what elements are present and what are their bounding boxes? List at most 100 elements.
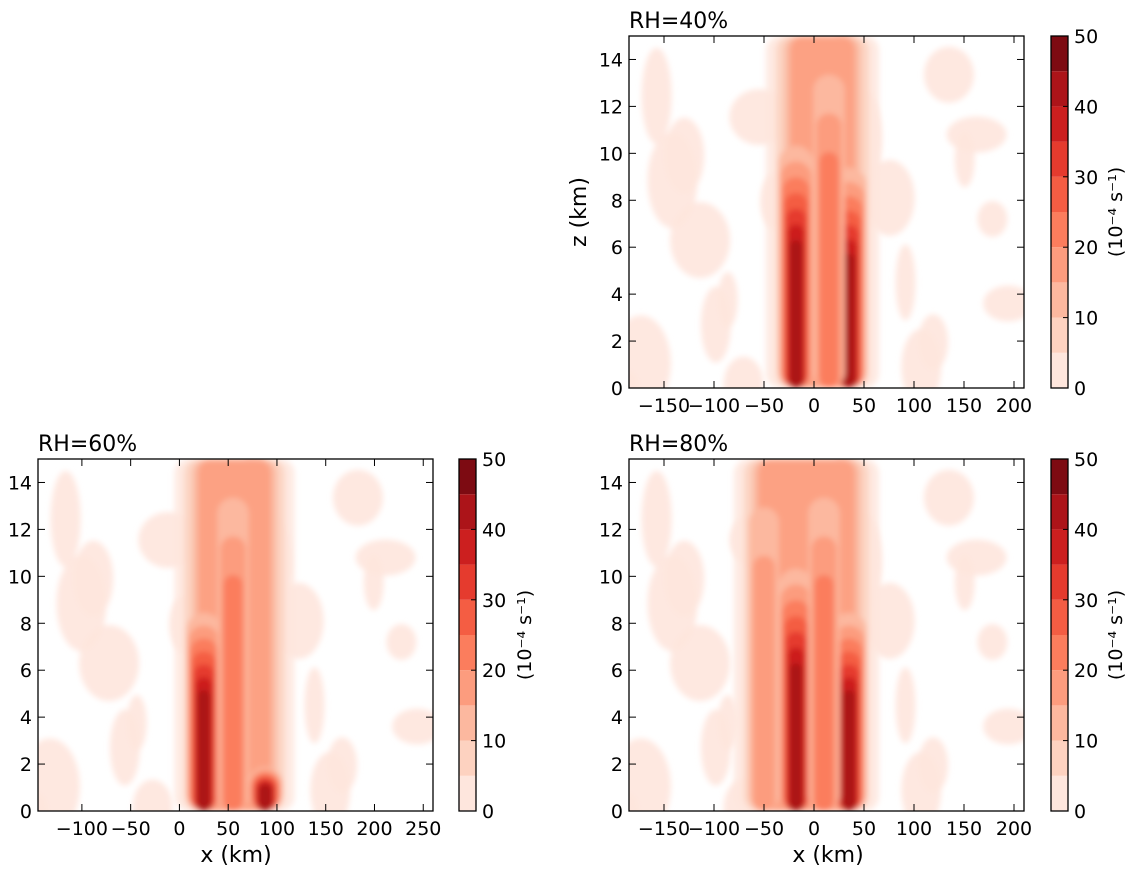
y-tick-label: 8 [20,613,32,635]
contour-patch [923,469,974,526]
colorbar-frame [1050,35,1069,389]
colorbar-swatch [1051,529,1068,565]
contour-patch [629,738,671,811]
x-tick-label: −50 [744,395,784,417]
x-tick-label: 150 [308,818,344,840]
y-tick-label: 2 [611,754,623,776]
colorbar-tick-label: 40 [482,519,506,541]
y-tick-label: 6 [611,237,623,259]
contour-plume [842,253,856,388]
y-tick-label: 10 [599,566,623,588]
y-tick-label: 12 [8,519,32,541]
contour-patch [946,116,1007,153]
colorbar-swatch [459,564,476,600]
x-tick-label: 100 [896,395,932,417]
y-tick-label: 0 [611,801,623,823]
contour-patch [38,738,80,811]
contour-patch [126,695,147,751]
x-tick-label: 200 [996,395,1032,417]
x-tick-label: 250 [405,818,441,840]
colorbar-tick-label: 20 [1074,237,1098,259]
plot-frame [628,458,1025,812]
colorbar-swatch [1051,599,1068,635]
colorbar-swatch [1051,212,1068,248]
contour-patch [983,708,1024,745]
contour-patch [717,272,738,328]
colorbar-swatch [1051,282,1068,318]
contour-patch [386,624,417,661]
contour-field [38,459,433,811]
contour-patch [670,625,731,702]
colorbar-label: (10⁻⁴ s⁻¹) [1105,590,1127,680]
y-axis: 0 2 4 6 8 10 12 14 [599,49,1024,400]
y-tick-label: 0 [611,378,623,400]
contour-patch [629,315,671,388]
colorbar-swatch [459,529,476,565]
contour-patch [355,539,416,576]
x-tick-label: 150 [946,395,982,417]
contour-plume [842,690,856,811]
x-tick-label: −150 [638,818,690,840]
y-tick-label: 12 [599,519,623,541]
colorbar-swatch [459,705,476,741]
colorbar-tick-label: 40 [1074,519,1098,541]
contour-patch [723,356,764,388]
y-tick-label: 4 [20,707,32,729]
colorbar-frame [1050,458,1069,812]
colorbar-tick-label: 0 [482,801,494,823]
y-tick-label: 4 [611,707,623,729]
contour-patch [641,47,672,144]
contour-patch [664,540,705,617]
contour-patch [918,737,949,794]
contour-plume [197,690,211,811]
x-tick-label: 0 [808,818,820,840]
colorbar-swatch [1051,564,1068,600]
contour-patch [895,244,916,321]
contour-patch [392,708,433,745]
colorbar-tick-label: 50 [1074,449,1098,471]
contour-field [629,459,1024,811]
panel-title: RH=60% [38,432,137,457]
contour-patch [918,314,949,371]
y-tick-label: 10 [8,566,32,588]
contour-patch [923,46,974,103]
colorbar-frame [458,458,477,812]
colorbar-tick-label: 50 [1074,26,1098,48]
colorbar-tick-label: 40 [1074,96,1098,118]
y-tick-label: 4 [611,284,623,306]
contour-patch [641,470,672,567]
colorbar-tick-label: 0 [1074,801,1086,823]
colorbar-swatch [1051,247,1068,283]
colorbar-swatch [459,635,476,671]
colorbar-swatch [1051,106,1068,142]
contour-columns [734,459,879,811]
contour-patch [304,667,325,744]
colorbar-swatch [459,670,476,706]
contour-patch [895,667,916,744]
contour-columns [766,36,879,388]
x-tick-label: 200 [356,818,392,840]
panel-title: RH=80% [629,432,728,457]
colorbar-tick-label: 50 [482,449,506,471]
contour-patch [73,540,114,617]
colorbar-tick-label: 10 [1074,308,1098,330]
contour-plume [789,240,803,388]
x-tick-label: −100 [56,818,108,840]
colorbar: 0 10 20 30 40 50 [1050,449,1098,823]
colorbar-swatch [1051,71,1068,107]
colorbar-swatch [1051,740,1068,776]
colorbar-tick-label: 20 [1074,660,1098,682]
x-tick-label: −100 [688,818,740,840]
y-axis-label: z (km) [567,177,592,247]
y-axis: 0 2 4 6 8 10 12 14 [8,472,433,823]
contour-patch [132,779,173,811]
colorbar-swatch [1051,705,1068,741]
x-axis-label: x (km) [792,843,863,868]
x-tick-label: 100 [896,818,932,840]
colorbar-swatch [1051,317,1068,353]
colorbar-label: (10⁻⁴ s⁻¹) [1105,167,1127,257]
colorbar-swatch [1051,176,1068,212]
